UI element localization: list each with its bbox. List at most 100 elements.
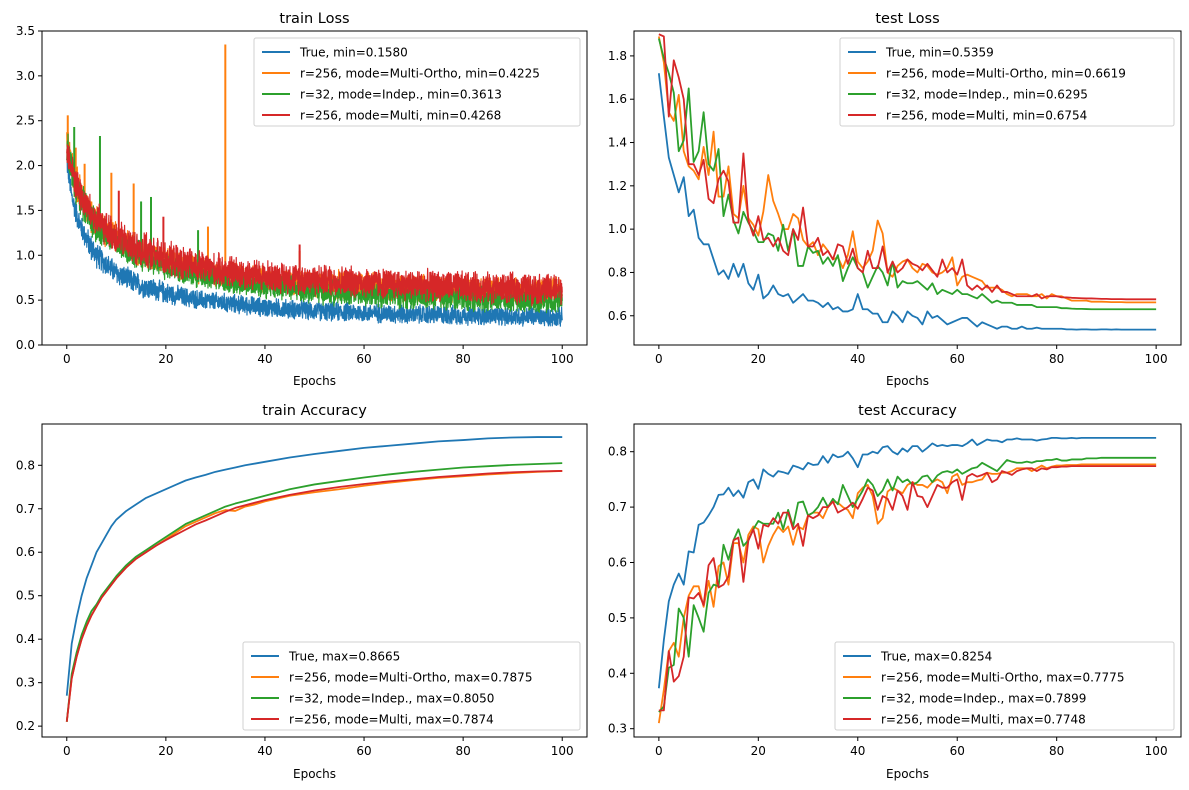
train-loss-title: train Loss <box>279 11 349 27</box>
test-accuracy-xtick-label: 0 <box>655 744 663 758</box>
test-loss-title: test Loss <box>875 11 939 27</box>
test-loss-legend-item: r=256, mode=Multi, min=0.6754 <box>848 109 1087 123</box>
train-loss-legend-item: True, min=0.1580 <box>262 46 408 60</box>
test-accuracy-line-multi <box>658 465 1157 712</box>
train-loss-legend-label: r=32, mode=Indep., min=0.3613 <box>300 88 502 102</box>
test-loss-legend-box <box>839 37 1175 127</box>
test-loss-xtick-label: 40 <box>850 352 865 366</box>
test-accuracy-legend-item: r=256, mode=Multi-Ortho, max=0.7775 <box>843 671 1124 685</box>
test-loss-legend-label: r=32, mode=Indep., min=0.6295 <box>886 88 1088 102</box>
train-loss-legend-item: r=32, mode=Indep., min=0.3613 <box>262 88 502 102</box>
train-loss-xtick-label: 20 <box>158 352 173 366</box>
test-accuracy-series-true <box>657 436 1157 689</box>
train-accuracy-xtick-label: 80 <box>455 744 470 758</box>
test-loss-ytick-label: 1.2 <box>608 179 627 193</box>
test-accuracy-xtick-label: 100 <box>1145 744 1168 758</box>
train-accuracy-ytick-label: 0.2 <box>16 719 35 733</box>
train-loss-series-multi <box>66 144 563 307</box>
train-loss-xtick-label: 60 <box>356 352 371 366</box>
test-loss-series-indep <box>657 38 1157 311</box>
train-loss-xtick-label: 40 <box>257 352 272 366</box>
test-accuracy-legend-label: r=32, mode=Indep., max=0.7899 <box>881 692 1086 706</box>
train-loss-ytick-label: 1.0 <box>16 248 35 262</box>
train-loss-panel: 0 20 40 60 80 100 0.0 0.5 1.0 1.5 2.0 2.5 3.0 3.5 True… <box>16 11 588 388</box>
train-accuracy-ytick-label: 0.7 <box>16 502 35 516</box>
test-accuracy-ytick-label: 0.8 <box>608 445 627 459</box>
test-accuracy-legend-label: r=256, mode=Multi-Ortho, max=0.7775 <box>881 671 1124 685</box>
test-accuracy-xlabel: Epochs <box>886 767 929 781</box>
test-accuracy-xtick-label: 40 <box>850 744 865 758</box>
test-loss-line-true <box>657 73 1157 331</box>
train-loss-ytick-label: 1.5 <box>16 203 35 217</box>
train-loss-legend-item: r=256, mode=Multi-Ortho, min=0.4225 <box>262 67 540 81</box>
train-accuracy-series-true <box>65 436 563 696</box>
train-accuracy-legend-item: r=32, mode=Indep., max=0.8050 <box>251 692 494 706</box>
test-accuracy-legend-item: r=256, mode=Multi, max=0.7748 <box>843 713 1086 727</box>
test-accuracy-line-indep <box>658 456 1157 713</box>
test-accuracy-xtick-label: 80 <box>1049 744 1064 758</box>
test-accuracy-legend-item: r=32, mode=Indep., max=0.7899 <box>843 692 1086 706</box>
test-accuracy-panel: 0 20 40 60 80 100 0.3 0.4 0.5 0.6 0.7 0.8 True, max=… <box>608 403 1182 781</box>
test-accuracy-legend-label: True, max=0.8254 <box>880 650 992 664</box>
test-loss-axes-frame <box>633 30 1182 346</box>
train-loss-legend-label: r=256, mode=Multi, min=0.4268 <box>300 109 501 123</box>
train-accuracy-legend-item: r=256, mode=Multi-Ortho, max=0.7875 <box>251 671 532 685</box>
train-loss-legend-label: True, min=0.1580 <box>299 46 408 60</box>
train-accuracy-xlabel: Epochs <box>293 767 336 781</box>
train-loss-xtick-label: 0 <box>63 352 71 366</box>
test-loss-legend: True, min=0.5359 r=256, mode=Multi-Ortho,… <box>839 37 1175 127</box>
train-loss-ytick-label: 2.5 <box>16 114 35 128</box>
test-accuracy-legend-box <box>834 641 1175 731</box>
train-accuracy-series-multi <box>65 470 563 722</box>
train-accuracy-legend-label: r=256, mode=Multi-Ortho, max=0.7875 <box>289 671 532 685</box>
train-loss-xlabel: Epochs <box>293 374 336 388</box>
test-accuracy-series-indep <box>658 456 1157 713</box>
test-loss-legend-label: r=256, mode=Multi-Ortho, min=0.6619 <box>886 67 1126 81</box>
train-accuracy-panel: 0 20 40 60 80 100 0.2 0.3 0.4 0.5 0.6 0.7 0.8 True, m… <box>16 403 588 781</box>
train-accuracy-line-multi <box>65 470 563 722</box>
test-loss-ytick-label: 1.8 <box>608 49 627 63</box>
train-loss-ytick-label: 3.0 <box>16 69 35 83</box>
test-loss-legend-label: r=256, mode=Multi, min=0.6754 <box>886 109 1087 123</box>
test-loss-line-multi <box>658 33 1157 301</box>
train-accuracy-legend: True, max=0.8665 r=256, mode=Multi-Ortho,… <box>242 641 581 731</box>
train-accuracy-plot-area <box>65 436 563 722</box>
test-loss-legend-item: True, min=0.5359 <box>848 46 994 60</box>
train-accuracy-ytick-label: 0.6 <box>16 545 35 559</box>
test-loss-legend-item: r=256, mode=Multi-Ortho, min=0.6619 <box>848 67 1126 81</box>
test-accuracy-ytick-label: 0.3 <box>608 722 627 736</box>
test-accuracy-legend-item: True, max=0.8254 <box>843 650 992 664</box>
train-accuracy-xtick-label: 100 <box>551 744 574 758</box>
test-accuracy-title: test Accuracy <box>858 403 957 419</box>
train-loss-axes-frame <box>41 30 588 346</box>
train-loss-line-true <box>66 158 563 327</box>
train-accuracy-ytick-label: 0.8 <box>16 458 35 472</box>
test-loss-plot-area <box>657 33 1157 331</box>
test-accuracy-axes-frame <box>633 423 1182 738</box>
train-accuracy-line-true <box>65 436 563 696</box>
test-loss-ytick-label: 1.4 <box>608 136 627 150</box>
train-loss-legend: True, min=0.1580 r=256, mode=Multi-Ortho,… <box>253 37 581 127</box>
test-accuracy-line-multi-ortho <box>657 463 1157 724</box>
test-accuracy-ytick-label: 0.7 <box>608 500 627 514</box>
test-loss-ytick-label: 1.0 <box>608 222 627 236</box>
test-accuracy-plot-area <box>657 436 1157 724</box>
train-accuracy-legend-label: r=256, mode=Multi, max=0.7874 <box>289 713 494 727</box>
train-loss-legend-box <box>253 37 581 127</box>
train-loss-legend-item: r=256, mode=Multi, min=0.4268 <box>262 109 501 123</box>
train-accuracy-ytick-label: 0.3 <box>16 676 35 690</box>
train-accuracy-legend-label: r=32, mode=Indep., max=0.8050 <box>289 692 494 706</box>
test-accuracy-ytick-label: 0.5 <box>608 611 627 625</box>
test-loss-xtick-label: 20 <box>751 352 766 366</box>
train-accuracy-legend-box <box>242 641 581 731</box>
train-loss-ytick-label: 0.5 <box>16 293 35 307</box>
train-accuracy-xtick-label: 40 <box>257 744 272 758</box>
train-accuracy-title: train Accuracy <box>262 403 367 419</box>
train-loss-ytick-label: 3.5 <box>16 24 35 38</box>
train-accuracy-ytick-label: 0.5 <box>16 589 35 603</box>
test-loss-legend-item: r=32, mode=Indep., min=0.6295 <box>848 88 1088 102</box>
test-loss-xtick-label: 0 <box>655 352 663 366</box>
train-accuracy-series-indep <box>65 462 563 722</box>
test-loss-xtick-label: 60 <box>950 352 965 366</box>
